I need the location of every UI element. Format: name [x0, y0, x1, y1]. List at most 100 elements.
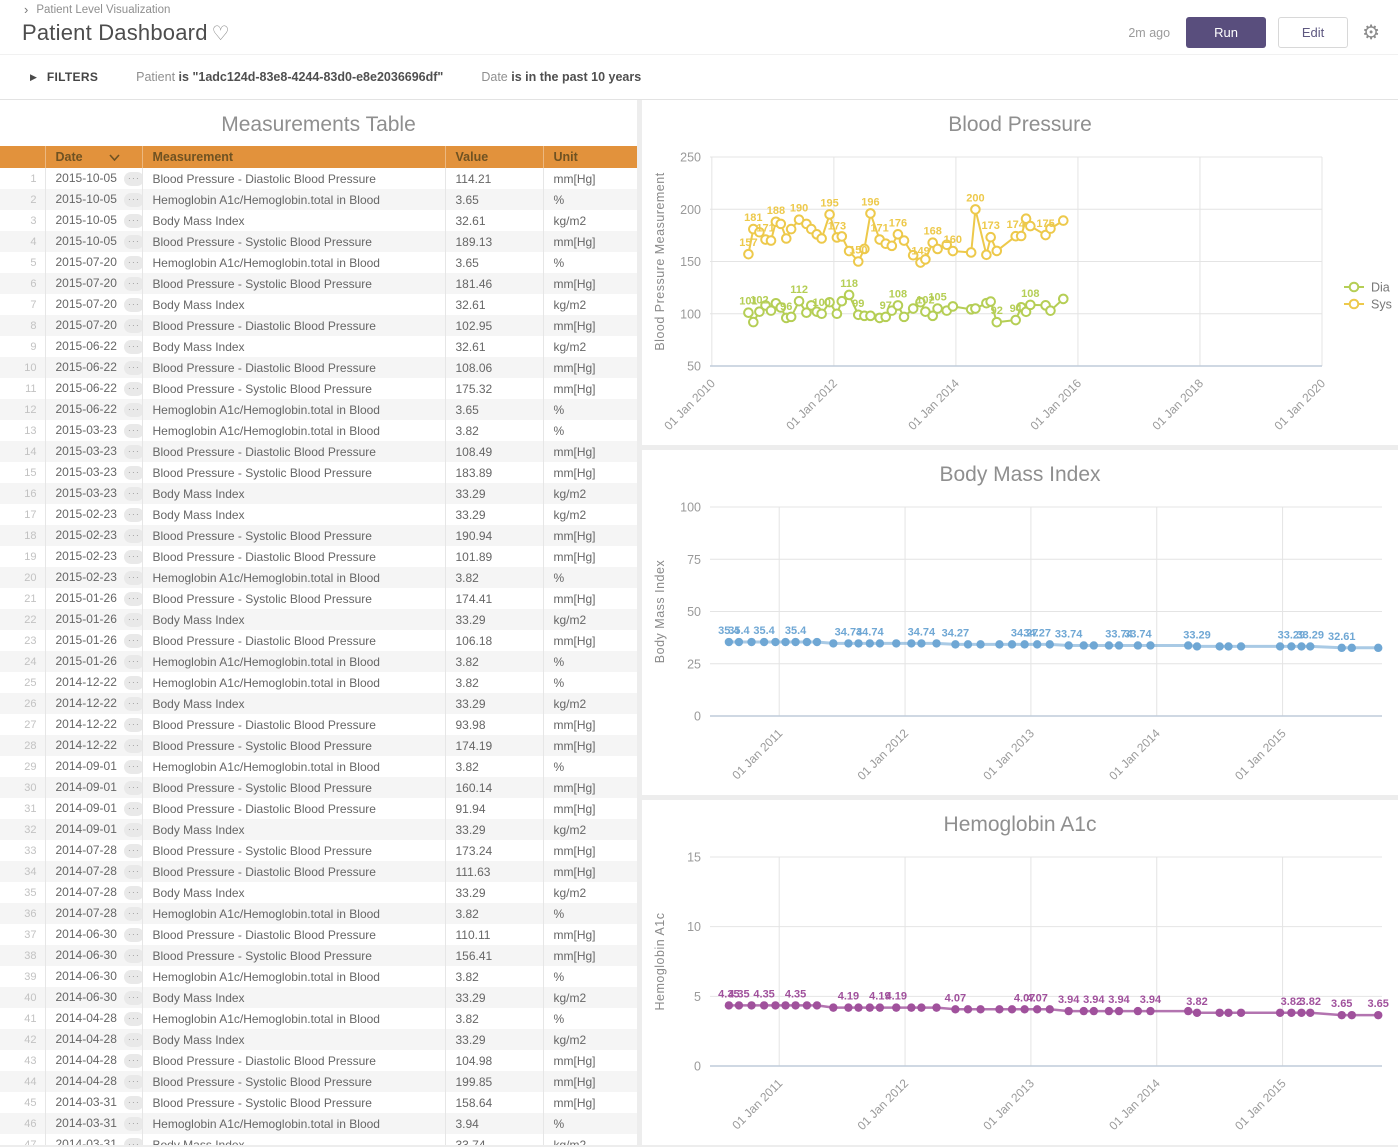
body-mass-index-card: Body Mass Index 0 25 50 75 100 01 Jan 2011 01 … — [642, 450, 1398, 795]
date-actions-ellipsis-icon[interactable]: ··· — [123, 697, 142, 711]
cell-measurement: Blood Pressure - Systolic Blood Pressure — [141, 231, 445, 252]
legend-item-sys[interactable]: Sys — [1344, 298, 1392, 312]
edit-button[interactable]: Edit — [1278, 17, 1349, 48]
date-actions-ellipsis-icon[interactable]: ··· — [123, 1117, 142, 1131]
row-number: 28 — [24, 739, 37, 752]
date-actions-ellipsis-icon[interactable]: ··· — [123, 550, 142, 564]
breadcrumb-label[interactable]: Patient Level Visualization — [36, 4, 171, 16]
date-actions-ellipsis-icon[interactable]: ··· — [123, 949, 142, 963]
date-actions-ellipsis-icon[interactable]: ··· — [123, 298, 142, 312]
column-header-date[interactable]: Date — [44, 146, 142, 168]
cell-value: 181.46 — [444, 273, 543, 294]
data-point-marker — [898, 235, 910, 246]
date-value: 2014-09-01 — [55, 822, 117, 836]
date-actions-ellipsis-icon[interactable]: ··· — [123, 445, 142, 459]
date-actions-ellipsis-icon[interactable]: ··· — [123, 193, 142, 207]
date-actions-ellipsis-icon[interactable]: ··· — [123, 970, 142, 984]
date-actions-ellipsis-icon[interactable]: ··· — [123, 802, 142, 816]
date-actions-ellipsis-icon[interactable]: ··· — [123, 718, 142, 732]
hemoglobin-a1c-plot: 0 5 10 15 01 Jan 2011 01 Jan 2012 01 Jan 2013 0… — [653, 851, 1389, 1133]
date-actions-ellipsis-icon[interactable]: ··· — [123, 361, 142, 375]
date-actions-ellipsis-icon[interactable]: ··· — [123, 823, 142, 837]
date-actions-ellipsis-icon[interactable]: ··· — [123, 844, 142, 858]
row-number: 6 — [30, 277, 37, 290]
date-actions-ellipsis-icon[interactable]: ··· — [123, 487, 142, 501]
date-actions-ellipsis-icon[interactable]: ··· — [123, 613, 142, 627]
date-actions-ellipsis-icon[interactable]: ··· — [123, 1012, 142, 1026]
date-actions-ellipsis-icon[interactable]: ··· — [123, 655, 142, 669]
filters-toggle[interactable]: ▶ FILTERS — [30, 70, 98, 84]
date-actions-ellipsis-icon[interactable]: ··· — [123, 529, 142, 543]
cell-value: 33.29 — [444, 1029, 543, 1050]
date-actions-ellipsis-icon[interactable]: ··· — [123, 1054, 142, 1068]
cell-measurement: Blood Pressure - Diastolic Blood Pressur… — [141, 441, 445, 462]
row-number: 7 — [30, 298, 37, 311]
data-point-marker — [785, 223, 797, 235]
date-actions-ellipsis-icon[interactable]: ··· — [123, 1075, 142, 1089]
date-actions-ellipsis-icon[interactable]: ··· — [123, 886, 142, 900]
cell-date: 2015-02-23 ··· — [44, 504, 142, 525]
cell-unit: kg/m2 — [542, 693, 637, 714]
data-point-label: 176 — [889, 217, 907, 229]
cell-date: 2014-09-01 ··· — [44, 819, 142, 840]
date-value: 2014-04-28 — [55, 1053, 117, 1067]
cell-date: 2015-03-23 ··· — [44, 441, 142, 462]
data-point-marker — [775, 302, 787, 313]
sort-chevron-down-icon[interactable] — [108, 153, 120, 161]
table-body: 1 2015-10-05 ··· Blood Pressure - Diastolic… — [0, 168, 637, 1145]
filters-label[interactable]: FILTERS — [46, 70, 99, 84]
table-row: 44 2014-04-28 ··· Blood Pressure - Systolic… — [0, 1071, 637, 1092]
date-actions-ellipsis-icon[interactable]: ··· — [123, 172, 142, 186]
date-actions-ellipsis-icon[interactable]: ··· — [123, 865, 142, 879]
date-actions-ellipsis-icon[interactable]: ··· — [123, 1138, 142, 1145]
column-header-unit[interactable]: Unit — [542, 146, 637, 168]
data-point-marker — [843, 289, 855, 301]
date-actions-ellipsis-icon[interactable]: ··· — [123, 1033, 142, 1047]
settings-gear-icon[interactable]: ⚙ — [1362, 22, 1380, 44]
column-header-measurement[interactable]: Measurement — [141, 146, 445, 168]
date-actions-ellipsis-icon[interactable]: ··· — [123, 634, 142, 648]
date-actions-ellipsis-icon[interactable]: ··· — [123, 340, 142, 354]
data-point-marker — [831, 308, 843, 320]
table-header-row: Date Measurement Value Unit — [0, 146, 637, 168]
filter-date[interactable]: Date is in the past 10 years — [481, 70, 641, 84]
data-point-marker — [892, 1003, 901, 1012]
favorite-heart-icon[interactable]: ♡ — [211, 22, 230, 45]
date-actions-ellipsis-icon[interactable]: ··· — [123, 466, 142, 480]
date-actions-ellipsis-icon[interactable]: ··· — [123, 235, 142, 249]
date-actions-ellipsis-icon[interactable]: ··· — [123, 424, 142, 438]
date-actions-ellipsis-icon[interactable]: ··· — [123, 928, 142, 942]
filter-patient[interactable]: Patient is "1adc124d-83e8-4244-83d0-e8e2… — [136, 70, 443, 84]
x-tick-label: 01 Jan 2013 — [980, 1076, 1037, 1133]
date-actions-ellipsis-icon[interactable]: ··· — [123, 256, 142, 270]
date-actions-ellipsis-icon[interactable]: ··· — [123, 382, 142, 396]
table-row: 18 2015-02-23 ··· Blood Pressure - Systolic… — [0, 525, 637, 546]
data-point-marker — [1114, 1006, 1124, 1016]
date-actions-ellipsis-icon[interactable]: ··· — [123, 403, 142, 417]
filters-expand-icon[interactable]: ▶ — [30, 71, 37, 82]
date-actions-ellipsis-icon[interactable]: ··· — [123, 760, 142, 774]
date-actions-ellipsis-icon[interactable]: ··· — [123, 1096, 142, 1110]
data-point-marker — [991, 316, 1003, 328]
legend-item-dia[interactable]: Dia — [1344, 281, 1390, 295]
date-actions-ellipsis-icon[interactable]: ··· — [123, 277, 142, 291]
table-row: 43 2014-04-28 ··· Blood Pressure - Diastoli… — [0, 1050, 637, 1071]
date-actions-ellipsis-icon[interactable]: ··· — [123, 907, 142, 921]
date-actions-ellipsis-icon[interactable]: ··· — [123, 739, 142, 753]
measurements-table: Date Measurement Value Unit 1 2015-10-05 ·… — [0, 146, 637, 1145]
column-header-value[interactable]: Value — [444, 146, 543, 168]
date-actions-ellipsis-icon[interactable]: ··· — [123, 991, 142, 1005]
date-actions-ellipsis-icon[interactable]: ··· — [123, 592, 142, 606]
date-actions-ellipsis-icon[interactable]: ··· — [123, 508, 142, 522]
date-actions-ellipsis-icon[interactable]: ··· — [123, 214, 142, 228]
date-actions-ellipsis-icon[interactable]: ··· — [123, 676, 142, 690]
cell-unit: kg/m2 — [542, 987, 637, 1008]
data-point-label: 3.94 — [1058, 994, 1080, 1006]
breadcrumb[interactable]: › Patient Level Visualization — [18, 3, 1380, 16]
date-actions-ellipsis-icon[interactable]: ··· — [123, 571, 142, 585]
date-actions-ellipsis-icon[interactable]: ··· — [123, 319, 142, 333]
date-actions-ellipsis-icon[interactable]: ··· — [123, 781, 142, 795]
data-point-marker — [852, 256, 864, 267]
data-point-marker — [1064, 1006, 1073, 1016]
run-button[interactable]: Run — [1186, 17, 1267, 48]
